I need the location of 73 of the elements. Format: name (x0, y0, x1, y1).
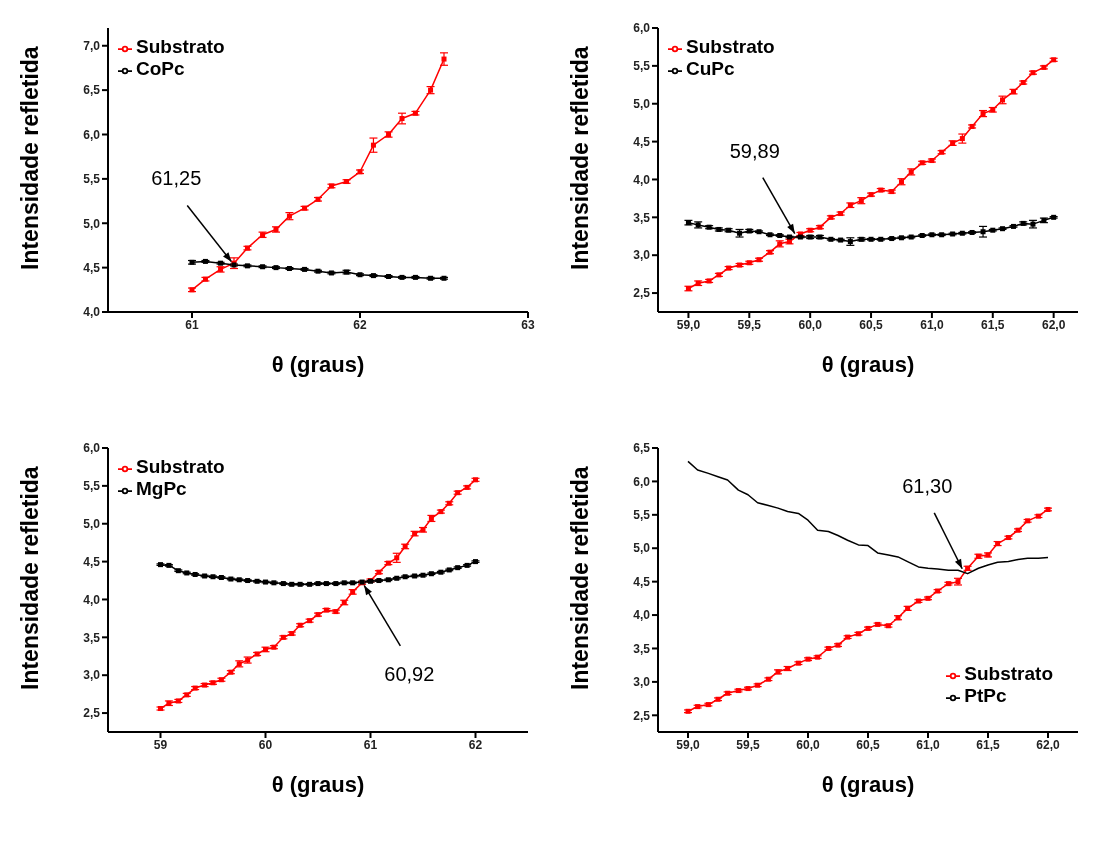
y-tick-label: 2,5 (633, 286, 651, 301)
x-tick-label: 60,5 (859, 317, 884, 332)
y-tick-label: 6,5 (633, 441, 651, 456)
y-tick-label: 3,0 (633, 675, 651, 690)
y-tick-label: 5,0 (633, 541, 651, 556)
legend-label: Substrato (964, 663, 1053, 684)
y-tick-label: 5,5 (633, 508, 651, 523)
legend-label: CoPc (136, 58, 185, 79)
x-axis-title: θ (graus) (271, 352, 365, 377)
y-tick-label: 5,5 (83, 479, 101, 494)
x-tick-label: 61,5 (981, 317, 1005, 332)
y-tick-label: 4,0 (83, 305, 101, 320)
y-tick-label: 4,5 (633, 134, 651, 149)
y-tick-label: 3,0 (83, 668, 101, 683)
y-tick-label: 4,0 (633, 172, 651, 187)
y-tick-label: 3,5 (633, 641, 651, 656)
x-tick-label: 63 (521, 317, 535, 332)
annotation: 61,25 (151, 167, 202, 190)
y-tick-label: 6,5 (83, 83, 101, 98)
annotation: 60,92 (384, 662, 435, 685)
y-tick-label: 2,5 (633, 708, 651, 723)
y-axis-title: Intensidade refletida (17, 46, 44, 270)
x-tick-label: 62 (468, 737, 483, 752)
x-tick-label: 62,0 (1036, 737, 1060, 752)
x-tick-label: 62,0 (1041, 317, 1066, 332)
y-tick-label: 6,0 (83, 127, 101, 142)
legend-label: CuPc (686, 58, 735, 79)
legend-label: Substrato (136, 36, 225, 57)
y-tick-label: 4,5 (633, 574, 651, 589)
legend-label: MgPc (136, 478, 187, 499)
y-tick-label: 3,5 (83, 630, 101, 645)
y-tick-label: 6,0 (633, 21, 651, 36)
x-tick-label: 59,5 (736, 737, 760, 752)
x-tick-label: 59 (153, 737, 168, 752)
y-tick-label: 5,0 (83, 216, 101, 231)
y-tick-label: 7,0 (83, 39, 101, 54)
x-axis-title: θ (graus) (821, 352, 915, 377)
x-axis-title: θ (graus) (271, 772, 365, 797)
x-tick-label: 61 (363, 737, 378, 752)
y-tick-label: 4,5 (83, 554, 101, 569)
legend-label: Substrato (686, 36, 775, 57)
x-tick-label: 61 (185, 317, 199, 332)
y-tick-label: 3,0 (633, 248, 651, 263)
y-tick-label: 4,0 (633, 608, 651, 623)
x-tick-label: 60,0 (798, 317, 823, 332)
y-tick-label: 5,0 (633, 96, 651, 111)
y-axis-title: Intensidade refletida (17, 466, 44, 690)
x-tick-label: 59,0 (676, 737, 700, 752)
y-axis-title: Intensidade refletida (567, 46, 594, 270)
x-tick-label: 59,0 (676, 317, 701, 332)
y-tick-label: 4,0 (83, 592, 101, 607)
y-tick-label: 5,5 (83, 172, 101, 187)
y-tick-label: 5,5 (633, 59, 651, 74)
y-tick-label: 4,5 (83, 260, 101, 275)
x-tick-label: 60 (258, 737, 273, 752)
annotation: 61,30 (902, 474, 953, 497)
x-tick-label: 59,5 (737, 317, 762, 332)
x-tick-label: 61,5 (976, 737, 1000, 752)
y-tick-label: 6,0 (83, 441, 101, 456)
annotation: 59,89 (729, 139, 780, 162)
x-tick-label: 61,0 (920, 317, 944, 332)
y-tick-label: 5,0 (83, 516, 101, 531)
x-axis-title: θ (graus) (821, 772, 915, 797)
x-tick-label: 60,5 (856, 737, 880, 752)
y-axis-title: Intensidade refletida (567, 466, 594, 690)
legend-label: Substrato (136, 456, 225, 477)
y-tick-label: 2,5 (83, 706, 101, 721)
y-tick-label: 3,5 (633, 210, 651, 225)
x-tick-label: 62 (353, 317, 367, 332)
x-tick-label: 60,0 (796, 737, 820, 752)
x-tick-label: 61,0 (916, 737, 940, 752)
y-tick-label: 6,0 (633, 474, 651, 489)
legend-label: PtPc (964, 685, 1007, 706)
